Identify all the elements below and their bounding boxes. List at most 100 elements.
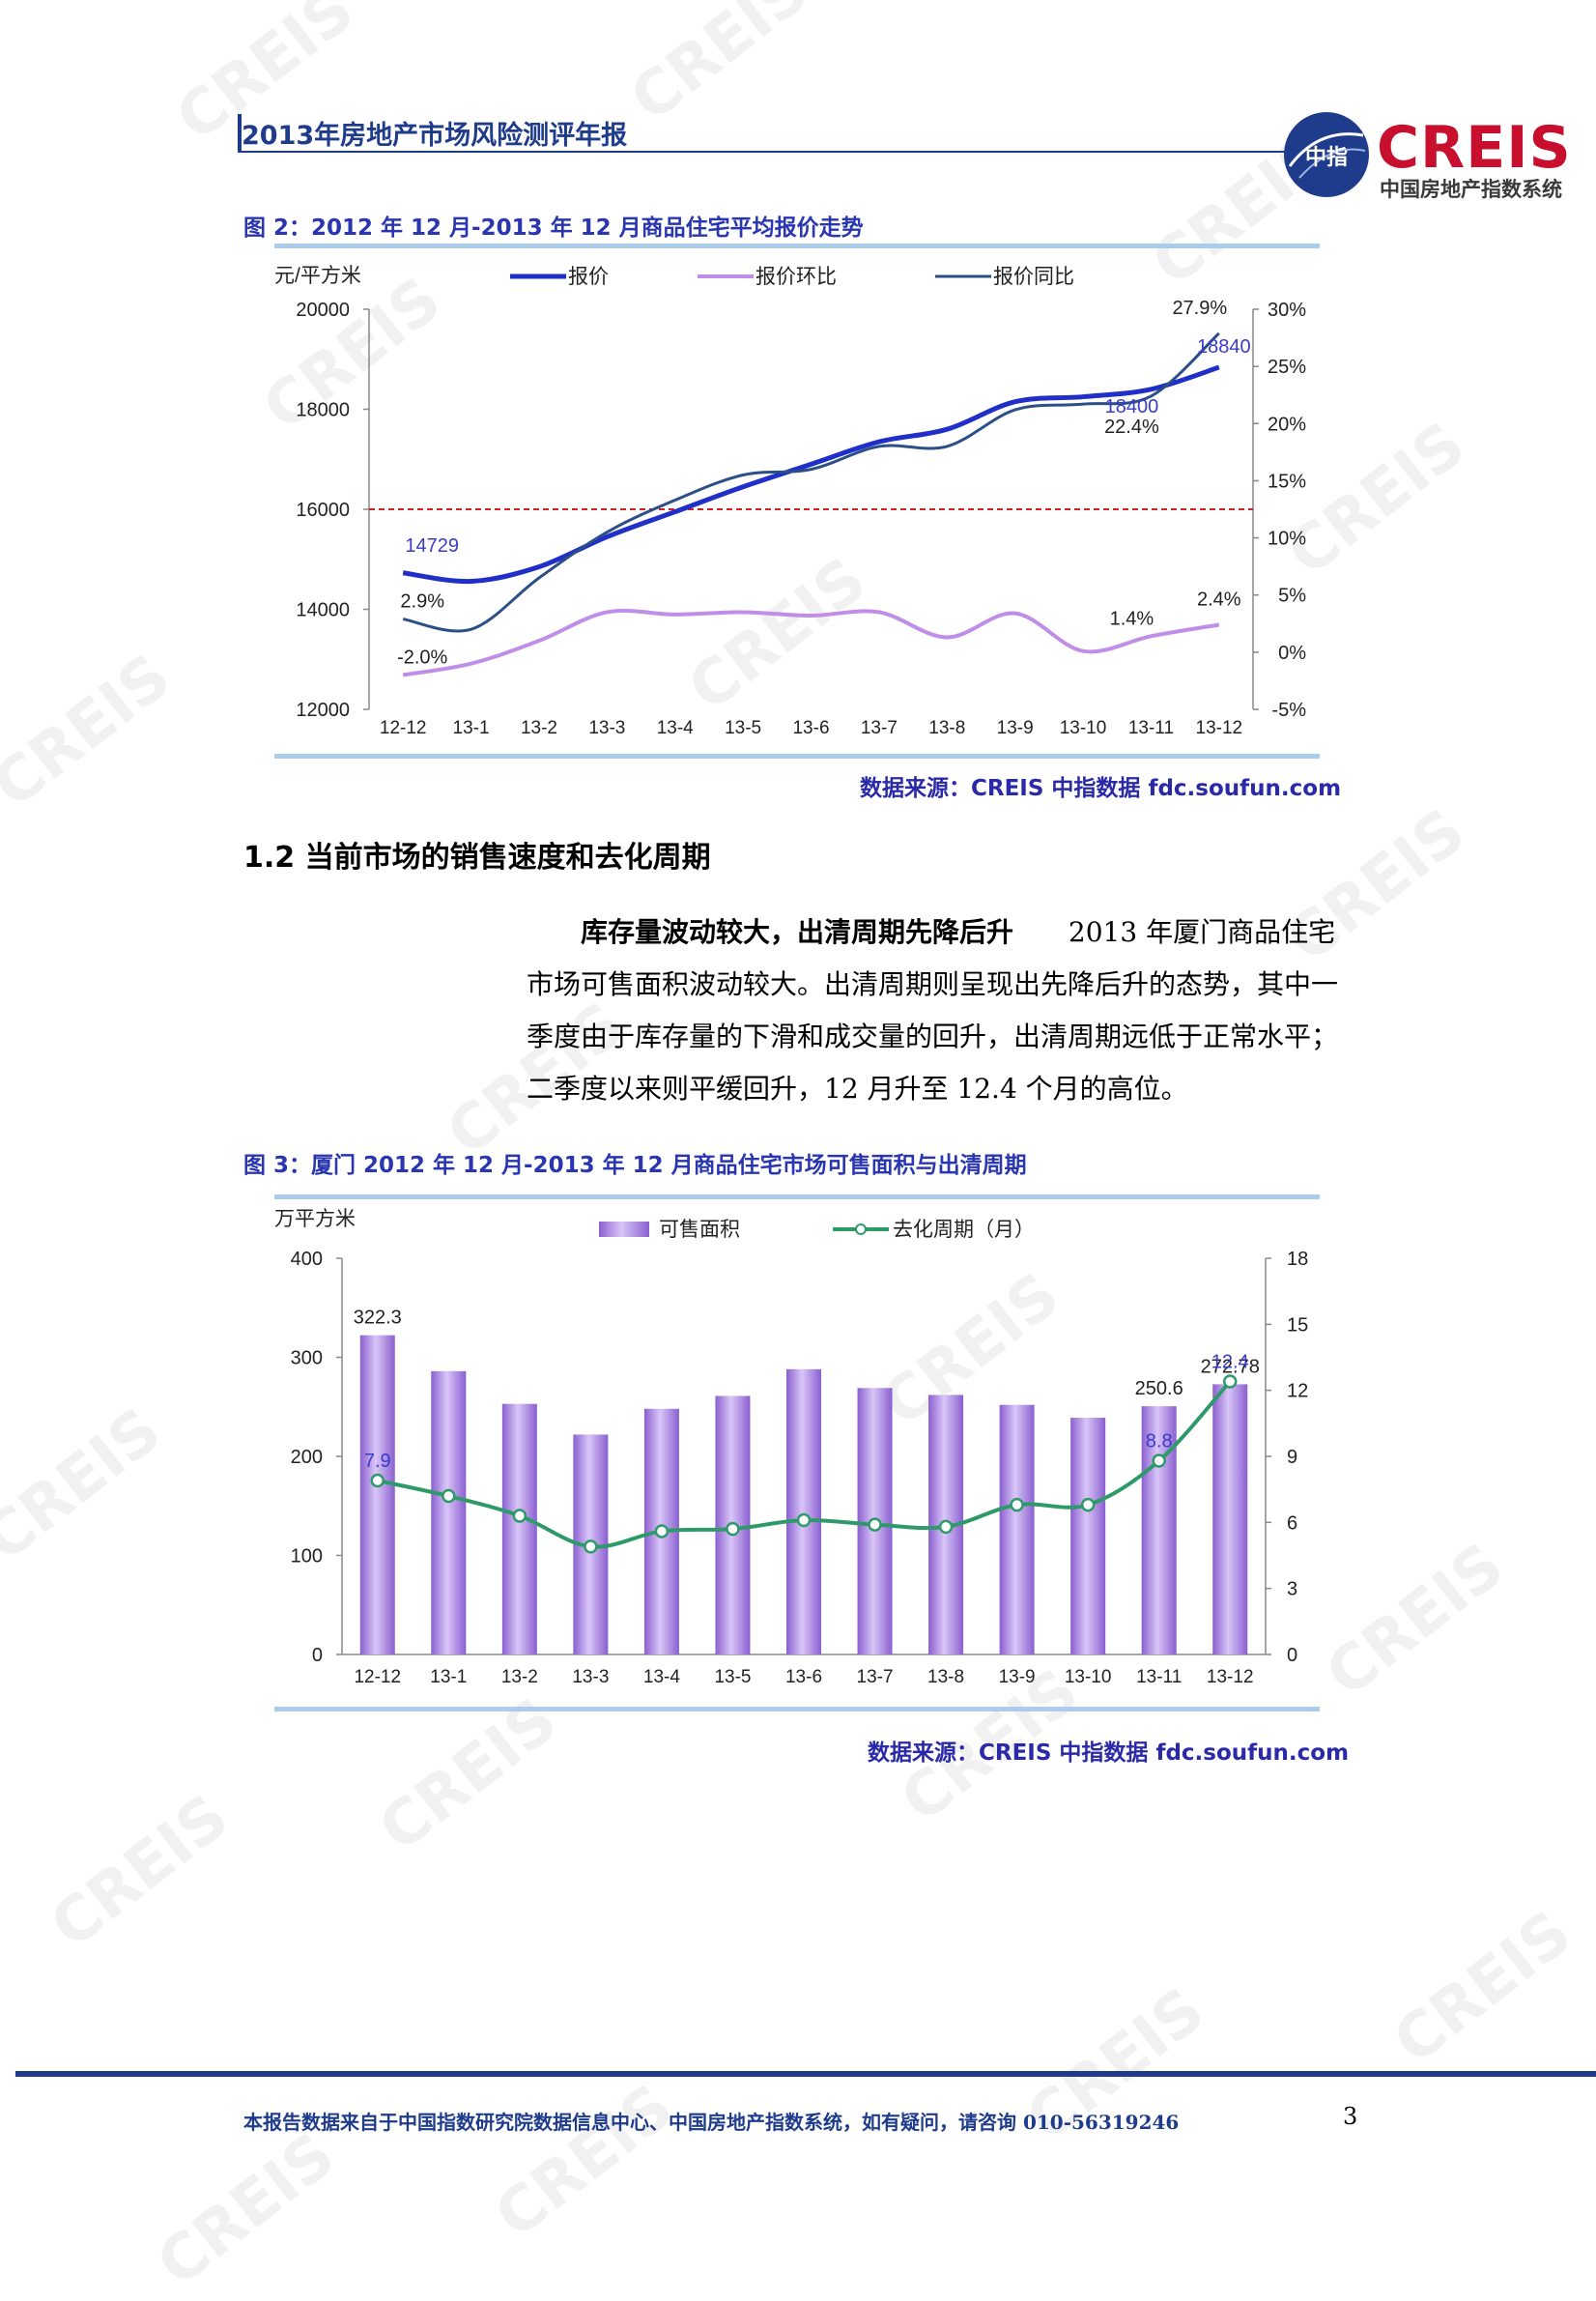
right-tick-label: 18 [1287, 1249, 1308, 1270]
data-label: 2.4% [1197, 589, 1241, 610]
left-tick-label: 12000 [296, 700, 350, 721]
data-label: 18840 [1197, 336, 1251, 358]
line-marker [938, 1519, 954, 1535]
right-tick-label: 30% [1268, 300, 1306, 321]
data-label: 8.8 [1146, 1431, 1173, 1453]
data-label: 22.4% [1104, 417, 1159, 438]
line-marker [512, 1509, 527, 1523]
line-marker [370, 1473, 385, 1488]
figure2-source: 数据来源：CREIS 中指数据 fdc.soufun.com [860, 776, 1342, 801]
line-marker [654, 1524, 670, 1539]
x-tick-label: 12-12 [380, 718, 427, 738]
data-label: 27.9% [1172, 298, 1227, 319]
x-tick-label: 13-3 [588, 718, 625, 738]
right-tick-label: 9 [1287, 1447, 1297, 1468]
legend-label: 报价 [568, 266, 609, 288]
line-marker [442, 1488, 456, 1504]
watermark-text: CREIS [1381, 1897, 1585, 2079]
x-tick-label: 13-4 [643, 1667, 680, 1687]
section-paragraph: 库存量波动较大，出清周期先降后升 2013 年厦门商品住宅 市场可售面积波动较大… [527, 906, 1367, 1115]
x-tick-label: 13-8 [928, 718, 965, 738]
line-marker [1080, 1497, 1096, 1512]
x-tick-label: 13-12 [1207, 1667, 1254, 1687]
x-tick-label: 13-9 [999, 1667, 1036, 1687]
paragraph-text-1: 2013 年厦门商品住宅 [1068, 916, 1336, 948]
watermark-text: CREIS [0, 1395, 175, 1576]
right-tick-label: -5% [1271, 700, 1306, 721]
line-marker [1152, 1453, 1166, 1468]
x-tick-label: 13-5 [725, 718, 761, 738]
bar-可售面积 [1070, 1418, 1106, 1654]
line-marker [726, 1521, 740, 1537]
bar-可售面积 [359, 1335, 395, 1654]
paragraph-line-3: 季度由于库存量的下滑和成交量的回升，出清周期远低于正常水平； [527, 1021, 1339, 1052]
figure2-title: 图 2：2012 年 12 月-2013 年 12 月商品住宅平均报价走势 [243, 216, 864, 241]
price-trend-chart: 元/平方米 20000 18000 16000 14000 12000 30% 25% 20% 1… [274, 265, 1306, 738]
x-tick-label: 13-7 [857, 1667, 894, 1687]
watermark-text: CREIS [482, 2071, 687, 2253]
x-tick-label: 13-6 [792, 718, 829, 738]
legend-label: 去化周期（月） [893, 1219, 1035, 1241]
right-tick-label: 20% [1268, 414, 1306, 435]
data-label: 18400 [1105, 396, 1159, 417]
x-tick-label: 13-1 [453, 718, 490, 738]
x-tick-label: 13-10 [1060, 718, 1107, 738]
bar-可售面积 [431, 1370, 467, 1654]
footer-rule [15, 2071, 1596, 2077]
paragraph-line-1: 库存量波动较大，出清周期先降后升 2013 年厦门商品住宅 [527, 906, 1367, 959]
data-label: -2.0% [397, 647, 447, 669]
watermark-text: CREIS [38, 1781, 242, 1963]
right-tick-label: 15 [1287, 1314, 1308, 1336]
paragraph-lead: 库存量波动较大，出清周期先降后升 [581, 916, 1014, 948]
logo-glyph: 中指 [1305, 145, 1348, 169]
section-heading: 1.2 当前市场的销售速度和去化周期 [243, 841, 711, 875]
legend-label: 可售面积 [659, 1219, 740, 1241]
line-marker [584, 1539, 598, 1554]
right-tick-label: 3 [1287, 1579, 1297, 1600]
data-label: 12.4 [1211, 1352, 1249, 1373]
left-tick-label: 14000 [296, 600, 350, 621]
left-tick-label: 18000 [296, 400, 350, 421]
bar-可售面积 [999, 1404, 1035, 1654]
x-tick-label: 13-9 [997, 718, 1034, 738]
data-label: 322.3 [354, 1308, 402, 1329]
right-tick-label: 0% [1278, 643, 1306, 664]
right-tick-label: 6 [1287, 1512, 1297, 1534]
watermark-text: CREIS [366, 1684, 571, 1866]
x-tick-label: 13-11 [1136, 1667, 1182, 1687]
legend-swatch [599, 1222, 649, 1237]
x-tick-label: 13-12 [1196, 718, 1243, 738]
inventory-cycle-chart: 万平方米 400 300 200 100 0 18 15 12 9 6 3 0 12-12 13-1 13-2… [274, 1208, 1308, 1687]
data-label: 1.4% [1110, 608, 1154, 629]
series-line-报价 [402, 364, 1220, 585]
page-number: 3 [1343, 2103, 1358, 2130]
figure3-top-rule [274, 1194, 1320, 1199]
figure3-source: 数据来源：CREIS 中指数据 fdc.soufun.com [868, 1740, 1350, 1766]
x-tick-label: 13-8 [927, 1667, 964, 1687]
data-label: 14729 [405, 535, 459, 557]
series-line-报价环比 [402, 608, 1220, 677]
legend-label: 报价环比 [755, 266, 837, 288]
figure2-top-rule [274, 244, 1320, 248]
right-tick-label: 12 [1287, 1381, 1308, 1402]
watermark-text: CREIS [0, 641, 185, 822]
figure3-bottom-rule [274, 1707, 1320, 1711]
left-tick-label: 200 [291, 1447, 323, 1468]
x-tick-label: 13-5 [714, 1667, 751, 1687]
watermark-text: CREIS [144, 2119, 349, 2301]
y-axis-unit-label: 元/平方米 [274, 265, 361, 287]
x-tick-label: 13-2 [501, 1667, 538, 1687]
x-tick-label: 13-6 [785, 1667, 822, 1687]
y-axis-unit-label: 万平方米 [274, 1208, 356, 1230]
legend-label: 报价同比 [993, 266, 1074, 288]
bar-可售面积 [1212, 1384, 1248, 1654]
line-marker [868, 1517, 882, 1532]
creis-globe-logo-icon: 中指 [1284, 112, 1369, 197]
left-tick-label: 100 [291, 1546, 323, 1568]
series-line-报价同比 [402, 331, 1220, 633]
report-title: 2013年房地产市场风险测评年报 [242, 121, 628, 151]
x-tick-label: 13-11 [1128, 718, 1174, 738]
left-tick-label: 20000 [296, 300, 350, 321]
figure3-title: 图 3：厦门 2012 年 12 月-2013 年 12 月商品住宅市场可售面积… [243, 1153, 1027, 1178]
logo-subtitle: 中国房地产指数系统 [1380, 178, 1562, 201]
